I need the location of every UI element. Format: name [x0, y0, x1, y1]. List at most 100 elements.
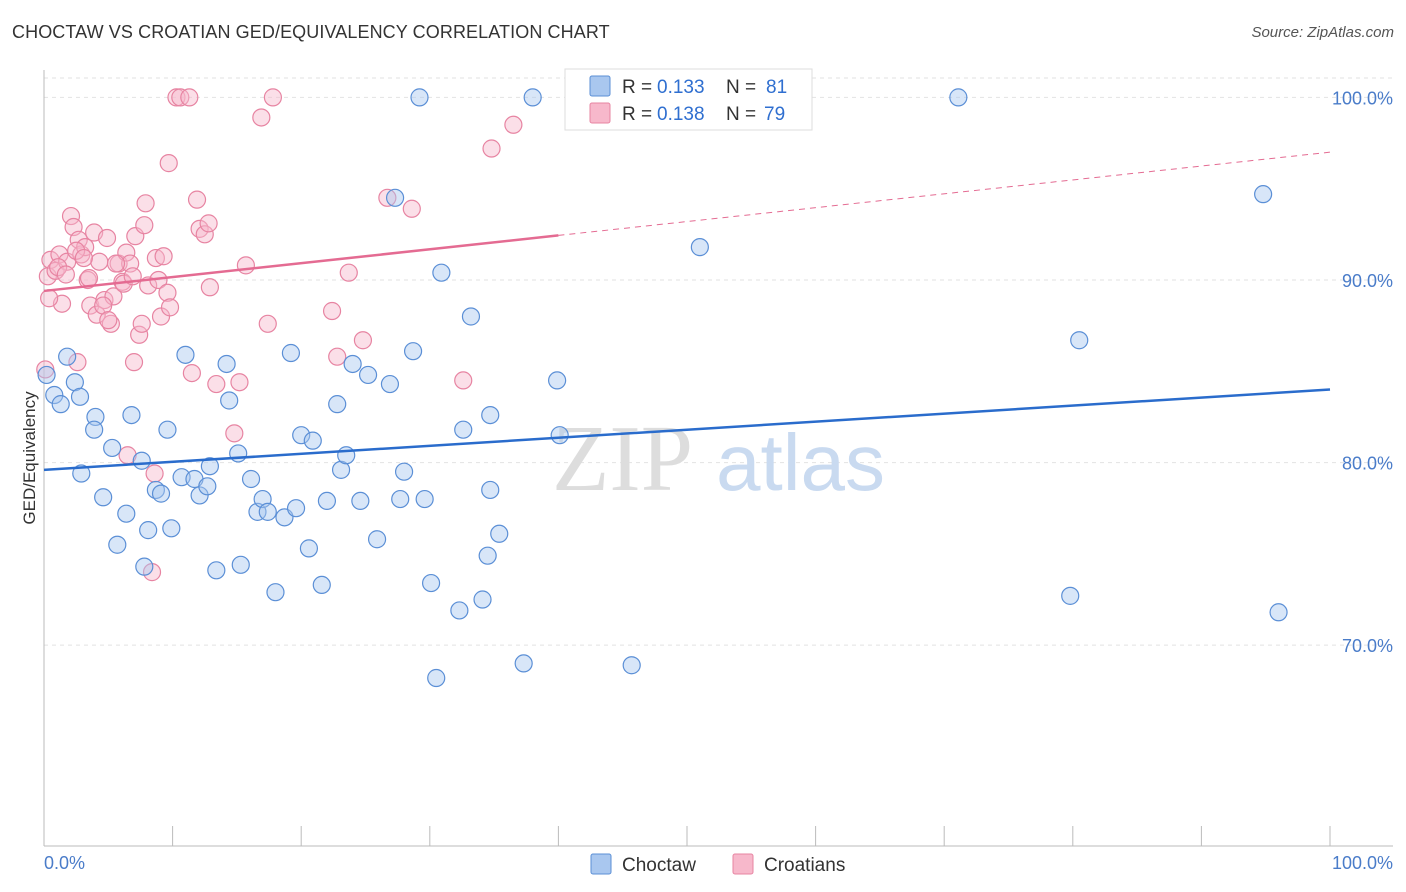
chart-source: Source: ZipAtlas.com — [1251, 24, 1394, 41]
watermark-atlas: atlas — [716, 418, 885, 507]
y-tick-labels: 70.0% 80.0% 90.0% 100.0% — [1332, 88, 1393, 656]
choctaw-point-68 — [490, 524, 509, 543]
croatian-point-46 — [252, 108, 271, 127]
choctaw-point-0 — [37, 365, 56, 385]
choctaw-points — [37, 88, 1288, 688]
croatian-point-45 — [230, 373, 249, 392]
watermark: ZIP atlas — [552, 407, 885, 511]
croatian-point-62 — [74, 248, 93, 268]
choctaw-point-6 — [72, 464, 91, 483]
choctaw-point-43 — [312, 575, 331, 594]
choctaw-point-59 — [427, 668, 446, 688]
croatian-point-75 — [182, 363, 201, 383]
choctaw-point-2 — [51, 395, 70, 414]
y-tick-label-0: 70.0% — [1342, 636, 1393, 656]
croatian-point-7 — [61, 206, 81, 226]
choctaw-point-28 — [217, 354, 236, 374]
choctaw-point-38 — [281, 343, 301, 363]
choctaw-point-40 — [292, 426, 311, 445]
croatian-point-9 — [69, 230, 88, 249]
x-tick-label-min: 0.0% — [44, 853, 85, 873]
choctaw-regression-line — [43, 388, 1331, 472]
bottom-legend-swatch-croatians — [732, 853, 754, 875]
croatian-regression-line-dashed — [558, 151, 1331, 236]
bottom-legend-swatch-choctaw — [590, 853, 612, 875]
choctaw-point-71 — [548, 371, 567, 390]
choctaw-point-76 — [1070, 331, 1089, 350]
croatian-point-43 — [207, 374, 226, 394]
legend-n-label-choctaw: N = — [726, 77, 756, 98]
croatian-point-61 — [67, 241, 86, 260]
croatian-point-26 — [132, 314, 151, 333]
croatian-point-39 — [187, 190, 207, 209]
choctaw-point-24 — [190, 486, 209, 505]
choctaw-point-78 — [1269, 603, 1288, 622]
choctaw-point-48 — [343, 354, 362, 374]
choctaw-point-42 — [303, 431, 322, 450]
choctaw-point-27 — [207, 561, 226, 580]
croatian-point-65 — [99, 311, 118, 330]
croatian-point-69 — [124, 353, 144, 372]
choctaw-point-10 — [103, 438, 122, 458]
choctaw-point-15 — [135, 557, 154, 576]
legend-swatch-croatians — [589, 102, 611, 124]
choctaw-point-25 — [198, 477, 217, 496]
choctaw-point-51 — [367, 530, 387, 549]
croatian-point-53 — [378, 188, 397, 207]
choctaw-point-44 — [317, 491, 337, 511]
choctaw-point-79 — [949, 88, 968, 107]
choctaw-point-5 — [70, 387, 90, 406]
legend-r-label-croatians: R = — [622, 104, 652, 125]
choctaw-point-77 — [1254, 185, 1273, 204]
choctaw-point-80 — [410, 88, 429, 107]
croatian-point-76 — [236, 256, 256, 275]
choctaw-point-12 — [117, 504, 136, 523]
croatian-point-48 — [263, 88, 283, 107]
croatian-point-54 — [402, 199, 421, 218]
legend-swatch-choctaw — [589, 75, 611, 97]
choctaw-point-67 — [481, 405, 500, 425]
y-axis-title: GED/Equivalency — [20, 391, 39, 525]
croatian-point-40 — [190, 219, 209, 238]
croatian-point-34 — [158, 283, 177, 302]
croatian-point-47 — [258, 314, 277, 333]
croatian-point-60 — [56, 265, 75, 284]
croatian-point-57 — [504, 115, 523, 134]
croatian-point-77 — [79, 269, 99, 288]
croatian-point-63 — [87, 305, 106, 324]
legend-n-value-choctaw: 81 — [766, 77, 787, 98]
legend-r-label-choctaw: R = — [622, 77, 652, 98]
choctaw-point-72 — [550, 426, 569, 445]
choctaw-point-22 — [176, 345, 195, 364]
choctaw-point-56 — [403, 342, 423, 361]
y-tick-label-1: 80.0% — [1342, 454, 1393, 474]
choctaw-point-41 — [299, 539, 319, 558]
axes — [43, 70, 1393, 847]
choctaw-point-73 — [622, 656, 641, 675]
croatian-point-49 — [322, 301, 342, 321]
croatian-point-27 — [135, 216, 154, 235]
croatian-point-56 — [482, 139, 501, 158]
choctaw-point-64 — [473, 590, 492, 609]
choctaw-point-61 — [450, 601, 469, 620]
choctaw-point-36 — [266, 583, 285, 602]
regression-lines — [43, 151, 1331, 472]
x-tick-label-max: 100.0% — [1332, 853, 1393, 873]
croatian-point-36 — [167, 88, 186, 107]
choctaw-point-75 — [1061, 586, 1080, 605]
choctaw-point-52 — [380, 374, 400, 394]
croatian-point-52 — [353, 331, 373, 350]
croatian-point-70 — [145, 464, 164, 483]
legend-n-label-croatians: N = — [726, 104, 756, 125]
series-legend: Choctaw Croatians — [590, 853, 845, 876]
choctaw-point-8 — [85, 420, 104, 439]
croatian-point-41 — [195, 225, 214, 244]
choctaw-point-66 — [481, 480, 500, 500]
choctaw-point-13 — [122, 405, 141, 425]
choctaw-point-29 — [220, 391, 239, 410]
croatian-point-19 — [104, 287, 123, 306]
croatian-point-35 — [160, 298, 180, 317]
y-tick-label-3: 100.0% — [1332, 88, 1393, 108]
croatian-point-17 — [97, 228, 117, 248]
